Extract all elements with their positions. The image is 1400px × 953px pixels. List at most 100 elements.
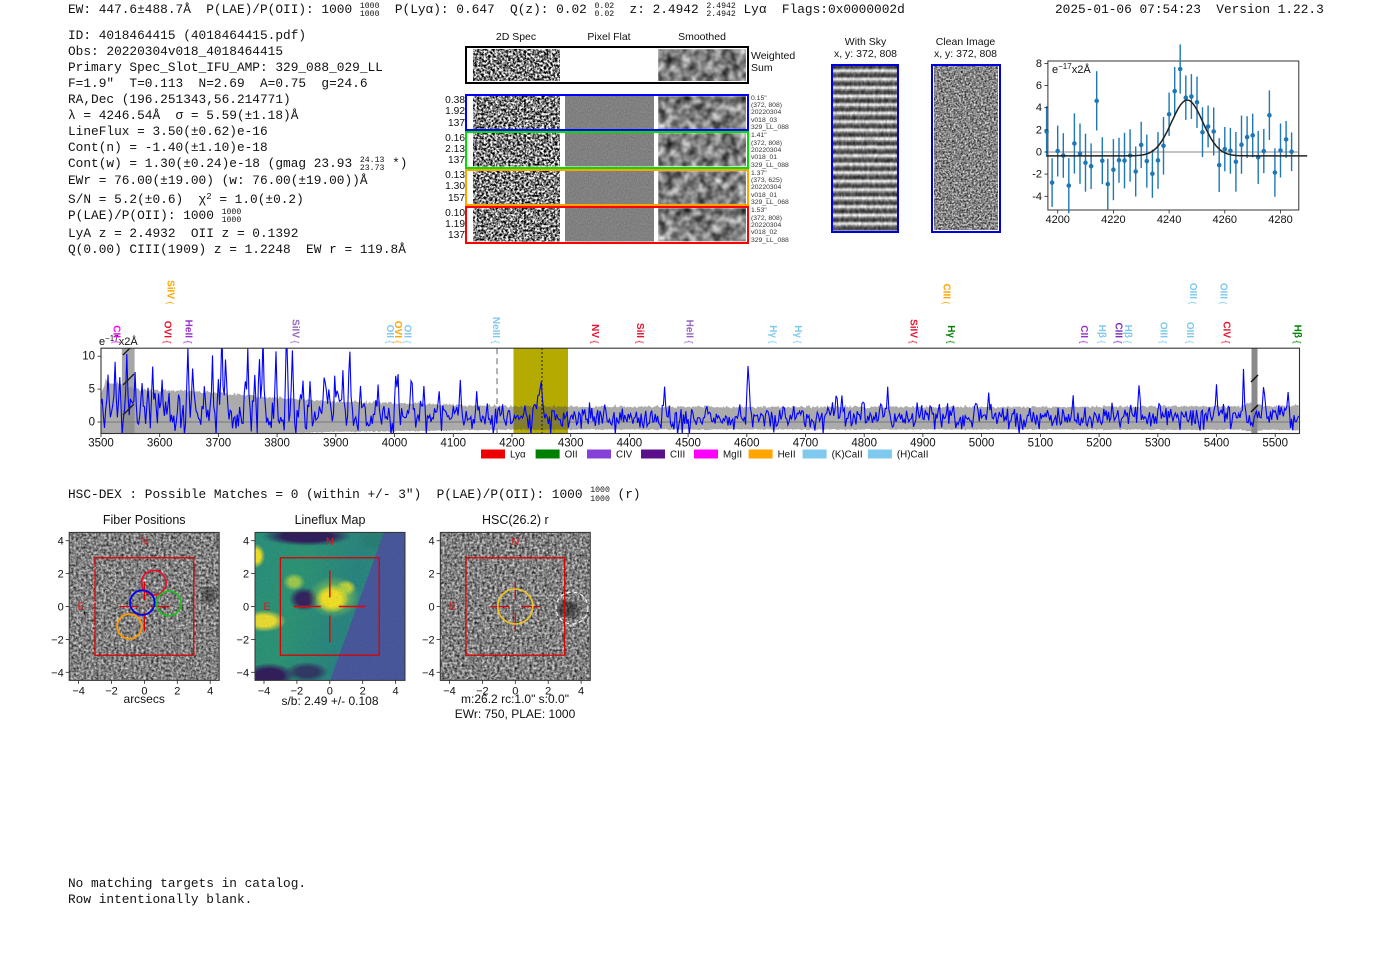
svg-text:4: 4 bbox=[58, 536, 64, 548]
svg-text:−4: −4 bbox=[422, 667, 435, 679]
svg-text:4: 4 bbox=[393, 685, 399, 697]
svg-text:SiII: SiII bbox=[634, 323, 645, 338]
svg-text:2: 2 bbox=[174, 685, 180, 697]
svg-text:{: { bbox=[1079, 341, 1089, 344]
svg-text:4800: 4800 bbox=[851, 438, 877, 450]
svg-text:Hβ: Hβ bbox=[1096, 325, 1107, 338]
svg-text:4200: 4200 bbox=[499, 438, 525, 450]
svg-text:−4: −4 bbox=[237, 667, 250, 679]
svg-text:0: 0 bbox=[1036, 147, 1042, 159]
svg-text:CII: CII bbox=[110, 325, 121, 338]
svg-text:(K)CaII: (K)CaII bbox=[832, 450, 863, 461]
svg-text:{: { bbox=[1113, 341, 1123, 344]
svg-text:N: N bbox=[326, 536, 334, 548]
svg-text:{: { bbox=[1185, 341, 1195, 344]
svg-text:3700: 3700 bbox=[206, 438, 232, 450]
svg-text:2: 2 bbox=[1036, 124, 1042, 136]
svg-text:5200: 5200 bbox=[1086, 438, 1112, 450]
svg-text:HeII: HeII bbox=[683, 320, 694, 339]
svg-text:−4: −4 bbox=[51, 667, 64, 679]
svg-text:4: 4 bbox=[207, 685, 213, 697]
svg-text:4700: 4700 bbox=[793, 438, 819, 450]
svg-text:OIII: OIII bbox=[1184, 322, 1195, 338]
svg-text:HeII: HeII bbox=[183, 320, 194, 339]
svg-text:{: { bbox=[1123, 341, 1133, 344]
svg-text:{: { bbox=[491, 341, 501, 344]
svg-text:5500: 5500 bbox=[1262, 438, 1288, 450]
svg-text:4300: 4300 bbox=[558, 438, 584, 450]
svg-text:CIII: CIII bbox=[940, 283, 951, 299]
svg-text:Lyα: Lyα bbox=[510, 450, 526, 461]
svg-text:N: N bbox=[140, 536, 148, 548]
svg-text:0: 0 bbox=[327, 685, 333, 697]
svg-text:CIII: CIII bbox=[1112, 322, 1123, 338]
svg-text:OII: OII bbox=[384, 325, 395, 339]
svg-text:3600: 3600 bbox=[147, 438, 173, 450]
svg-text:{: { bbox=[635, 341, 645, 344]
svg-text:8: 8 bbox=[1036, 58, 1042, 70]
svg-text:0: 0 bbox=[58, 602, 64, 614]
svg-text:−4: −4 bbox=[258, 685, 271, 697]
svg-text:−4: −4 bbox=[443, 685, 456, 697]
svg-text:0: 0 bbox=[141, 685, 147, 697]
svg-text:E: E bbox=[78, 601, 85, 613]
svg-text:OII: OII bbox=[402, 325, 413, 339]
svg-text:{: { bbox=[184, 341, 194, 344]
svg-text:3500: 3500 bbox=[88, 438, 114, 450]
svg-text:SiIV: SiIV bbox=[289, 319, 300, 338]
svg-text:3900: 3900 bbox=[323, 438, 349, 450]
svg-text:4240: 4240 bbox=[1157, 214, 1181, 226]
svg-text:NeIII: NeIII bbox=[490, 317, 501, 338]
svg-text:10: 10 bbox=[82, 351, 95, 363]
svg-text:(: ( bbox=[165, 302, 175, 305]
svg-text:(H)CaII: (H)CaII bbox=[897, 450, 929, 461]
svg-text:−2: −2 bbox=[51, 634, 64, 646]
svg-text:4: 4 bbox=[243, 536, 249, 548]
svg-text:{: { bbox=[385, 341, 395, 344]
svg-text:4: 4 bbox=[428, 536, 434, 548]
svg-text:2: 2 bbox=[360, 685, 366, 697]
svg-text:5100: 5100 bbox=[1028, 438, 1054, 450]
svg-text:0: 0 bbox=[243, 602, 249, 614]
svg-text:OVI: OVI bbox=[161, 321, 172, 338]
svg-text:(: ( bbox=[941, 302, 951, 305]
svg-text:5: 5 bbox=[89, 384, 95, 396]
svg-text:−2: −2 bbox=[291, 685, 304, 697]
svg-text:{: { bbox=[1159, 341, 1169, 344]
svg-text:{: { bbox=[1222, 341, 1232, 344]
svg-text:6: 6 bbox=[1036, 80, 1042, 92]
svg-text:−2: −2 bbox=[422, 634, 435, 646]
svg-text:4000: 4000 bbox=[382, 438, 408, 450]
svg-text:2: 2 bbox=[545, 685, 551, 697]
svg-text:4: 4 bbox=[1036, 102, 1042, 114]
svg-text:−2: −2 bbox=[105, 685, 118, 697]
svg-text:4220: 4220 bbox=[1101, 214, 1125, 226]
svg-text:E: E bbox=[449, 601, 456, 613]
svg-text:{: { bbox=[768, 341, 778, 344]
svg-text:OVI: OVI bbox=[392, 321, 403, 338]
svg-text:-4: -4 bbox=[1032, 191, 1042, 203]
svg-text:{: { bbox=[909, 341, 919, 344]
svg-text:{: { bbox=[1293, 341, 1303, 344]
svg-text:Hβ: Hβ bbox=[1122, 325, 1133, 338]
svg-text:{: { bbox=[111, 341, 121, 344]
svg-text:4100: 4100 bbox=[441, 438, 467, 450]
svg-text:−4: −4 bbox=[72, 685, 85, 697]
svg-text:OIII: OIII bbox=[1218, 283, 1229, 299]
svg-text:OIII: OIII bbox=[1187, 283, 1198, 299]
svg-text:SiIV: SiIV bbox=[164, 280, 175, 299]
svg-text:4: 4 bbox=[578, 685, 584, 697]
svg-text:N: N bbox=[511, 536, 519, 548]
svg-text:2: 2 bbox=[243, 569, 249, 581]
svg-text:4260: 4260 bbox=[1213, 214, 1237, 226]
svg-text:MgII: MgII bbox=[723, 450, 742, 461]
svg-text:CII: CII bbox=[1078, 325, 1089, 338]
svg-text:4280: 4280 bbox=[1268, 214, 1292, 226]
svg-text:{: { bbox=[393, 341, 403, 344]
svg-text:(: ( bbox=[1219, 302, 1229, 305]
svg-text:e−17x2Å: e−17x2Å bbox=[99, 334, 138, 349]
svg-text:2: 2 bbox=[428, 569, 434, 581]
svg-text:HeII: HeII bbox=[778, 450, 796, 461]
svg-text:5300: 5300 bbox=[1145, 438, 1171, 450]
svg-text:5400: 5400 bbox=[1204, 438, 1230, 450]
